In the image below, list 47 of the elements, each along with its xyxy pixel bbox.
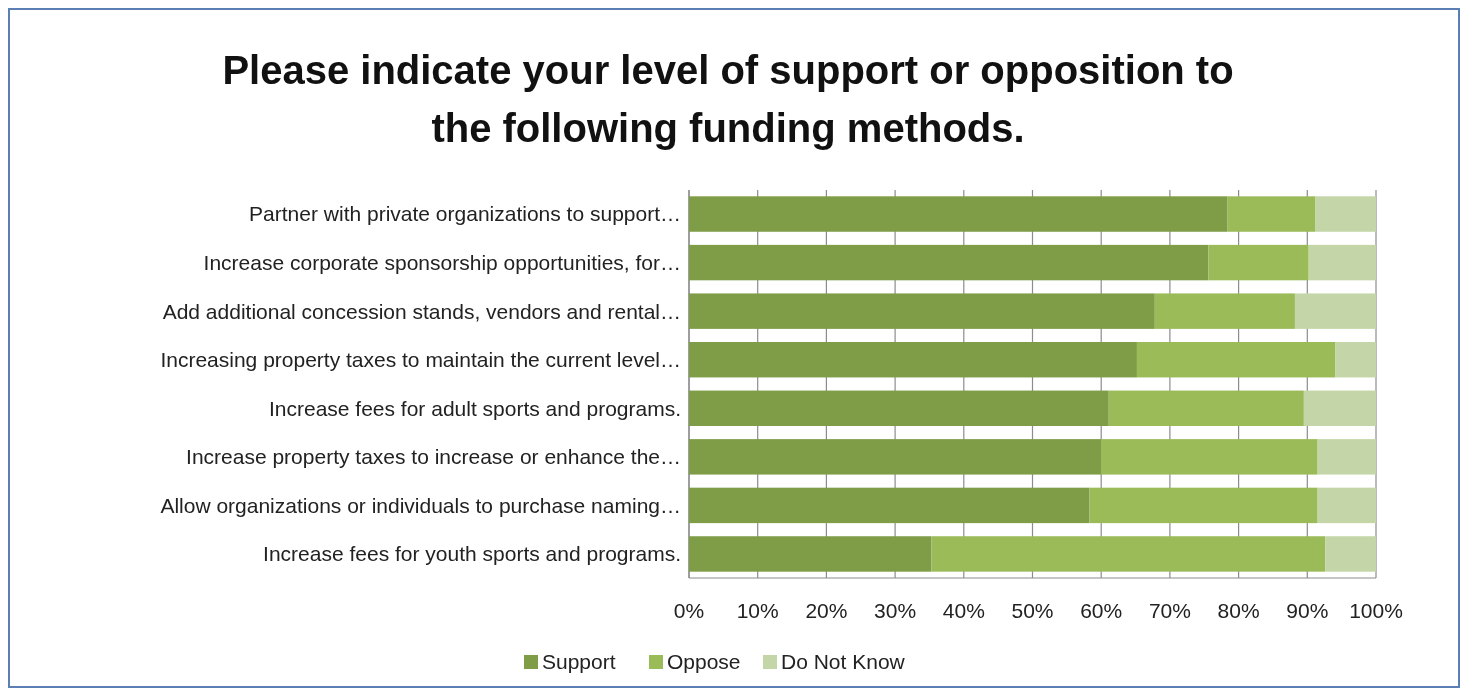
bar (1227, 196, 1316, 232)
bar (689, 293, 1155, 329)
bar (1136, 342, 1336, 378)
legend-label: Oppose (667, 650, 741, 674)
x-tick-label: 80% (1217, 599, 1260, 623)
bar (689, 196, 1228, 232)
bar (689, 390, 1109, 427)
bar (1308, 244, 1376, 281)
y-tick-label: Add additional concession stands, vendors and rental… (162, 299, 681, 323)
bar (1335, 342, 1376, 378)
x-tick-label: 50% (1011, 599, 1054, 623)
y-tick-label: Increase corporate sponsorship opportunities, for… (203, 250, 681, 274)
x-tick-label: 70% (1148, 599, 1191, 623)
legend-label: Support (542, 650, 616, 674)
x-tick-label: 90% (1286, 599, 1329, 623)
chart-title: Please indicate your level of support or opposition to the following funding methods. (222, 48, 1234, 150)
bar (1317, 487, 1376, 524)
x-tick-label: 30% (874, 599, 917, 623)
x-tick-label: 10% (736, 599, 779, 623)
bar (1325, 536, 1376, 572)
x-tick-label: 40% (942, 599, 985, 623)
y-tick-label: Increase fees for adult sports and programs. (268, 396, 681, 420)
x-tick-label: 60% (1080, 599, 1123, 623)
y-tick-label: Increase fees for youth sports and programs. (263, 542, 681, 566)
bar (1294, 293, 1376, 329)
bar (931, 536, 1326, 572)
bar (689, 244, 1209, 281)
y-tick-label: Partner with private organizations to support… (249, 202, 681, 226)
bar (1317, 439, 1376, 475)
bar (1303, 390, 1376, 427)
bar (689, 342, 1137, 378)
bar (689, 487, 1090, 524)
y-tick-label: Allow organizations or individuals to purchase naming… (160, 493, 681, 517)
x-tick-label: 100% (1349, 599, 1403, 623)
bar (1315, 196, 1376, 232)
bar (689, 536, 932, 572)
bar (689, 439, 1102, 475)
legend-label: Do Not Know (781, 650, 906, 674)
bar (1208, 244, 1309, 281)
bar (1154, 293, 1295, 329)
x-tick-label: 20% (805, 599, 848, 623)
bar (1108, 390, 1304, 427)
bar (1089, 487, 1318, 524)
y-tick-label: Increase property taxes to increase or enhance the… (186, 445, 681, 469)
bar (1101, 439, 1318, 475)
y-tick-label: Increasing property taxes to maintain the current level… (160, 348, 681, 372)
x-tick-label: 0% (673, 599, 705, 623)
